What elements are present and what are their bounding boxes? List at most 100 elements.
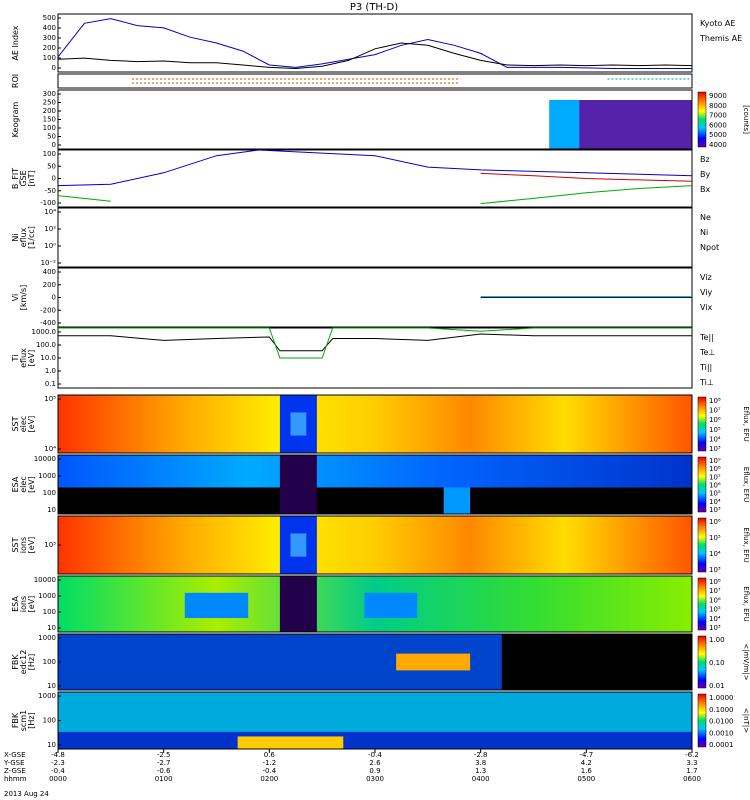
legend-ti: Te||	[699, 333, 714, 342]
xtick-label: -2.8	[474, 751, 488, 759]
spectrogram-dark-fbke	[501, 634, 692, 690]
legend-bfit: Bz	[700, 155, 710, 164]
ytick-esai: 1000	[38, 592, 56, 600]
ytick-esai: 10000	[34, 576, 56, 584]
ytick-esai: 100	[43, 608, 56, 616]
colorbar-tick-fbke: 1.00	[709, 636, 725, 644]
xtick-label: 0.6	[264, 751, 276, 759]
colorbar-sste	[697, 396, 707, 452]
xtick-label: 0.9	[369, 767, 380, 775]
ytick-ni: 10²	[44, 225, 56, 233]
ylabel-bfit: [nT]	[27, 170, 36, 186]
ytick-ti: 0.1	[45, 380, 56, 388]
colorbar-label-esai: Eflux, EFU	[742, 586, 750, 621]
colorbar-label-keo: [counts]	[742, 105, 750, 134]
colorbar-tick-keo: 9000	[709, 92, 727, 100]
series-bfit-Bx	[57, 149, 693, 187]
ylabel-fbkb: FBK	[11, 712, 20, 728]
colorbar-tick-fbke: 0.10	[709, 659, 725, 667]
xaxis-row-label: Y-GSE	[3, 759, 25, 767]
ytick-bfit: -100	[40, 199, 56, 207]
panel-frame-ae	[57, 13, 693, 73]
xtick-label: 0300	[366, 775, 384, 783]
colorbar-label-esae: Eflux, EFU	[742, 467, 750, 502]
panel-sste: SST elec [eV]10⁵10⁴10⁸10⁷10⁶10⁵10⁴10³Eflux…	[11, 394, 750, 454]
ytick-sste: 10⁴	[44, 445, 56, 453]
colorbar-tick-sste: 10⁸	[709, 397, 721, 405]
series-ae-KyotoAE	[57, 18, 692, 69]
panel-frame-ti	[57, 327, 693, 389]
ylabel-ssti: [eV]	[27, 537, 36, 554]
spectrogram-low-esae	[58, 487, 692, 514]
xtick-label: -1.2	[262, 759, 276, 767]
ylabel-fbkb: [Hz]	[27, 712, 36, 728]
ytick-keo: 150	[43, 116, 56, 124]
colorbar-label-sste: Eflux, EFU	[742, 406, 750, 441]
panel-frame-roi	[57, 73, 693, 89]
ytick-fbkb: 1000	[38, 692, 56, 700]
spectrogram-ssti	[58, 516, 692, 574]
ytick-vi: -200	[40, 306, 56, 314]
spectrogram-gap-esai	[279, 576, 317, 632]
panel-frame-esae	[57, 454, 693, 515]
colorbar-tick-esae: 10⁴	[709, 498, 721, 506]
spectrogram-low-fbkb	[58, 731, 692, 749]
legend-ae: Kyoto AE	[700, 19, 735, 28]
ylabel-esae: elec	[19, 476, 28, 492]
xtick-label: 0000	[49, 775, 67, 783]
colorbar-tick-esai: 10⁵	[709, 606, 721, 614]
ytick-vi: 400	[43, 268, 56, 276]
plot-title: P3 (TH-D)	[350, 2, 398, 13]
xtick-label: -0.4	[368, 751, 382, 759]
legend-vi: Viz	[700, 273, 712, 282]
series-ti-Te	[58, 333, 692, 352]
colorbar-label-fbkb: <|nT|>	[742, 708, 750, 733]
ylabel-bfit: GSE	[19, 170, 28, 186]
legend-ti: Te⊥	[699, 348, 715, 357]
xtick-label: -0.4	[262, 767, 276, 775]
colorbar-tick-fbke: 0.01	[709, 682, 725, 690]
colorbar-label-ssti: Eflux, EFU	[742, 527, 750, 562]
spectrogram-patch-esae	[443, 487, 471, 514]
colorbar-tick-esae: 10⁶	[709, 482, 721, 490]
ytick-ti: 1000.0	[32, 328, 57, 336]
ylabel-sste: [eV]	[27, 416, 36, 433]
ytick-ti: 10.0	[40, 354, 56, 362]
ytick-fbke: 10	[47, 682, 56, 690]
panel-ae: AE Index 500 400 300 200 100 0 Kyoto AE Themis A…	[11, 13, 742, 73]
ytick-vi: -400	[40, 319, 56, 327]
ytick-vi: 200	[43, 281, 56, 289]
ytick-vi: 0	[52, 294, 56, 302]
keogram-edge	[549, 100, 580, 149]
spectrogram-esae	[58, 455, 692, 488]
legend-ti: Ti⊥	[699, 378, 714, 387]
ytick-esae: 10000	[34, 455, 56, 463]
colorbar-tick-esai: 10³	[709, 624, 721, 632]
xtick-label: 2.6	[369, 759, 381, 767]
series-bfit-Bz	[480, 172, 693, 182]
spectrogram-patch-ssti	[290, 533, 307, 557]
colorbar-tick-esae: 10⁷	[709, 473, 721, 481]
colorbar-fbke	[697, 635, 707, 689]
ylabel-esai: [eV]	[27, 596, 36, 613]
colorbar-tick-sste: 10⁶	[709, 416, 721, 424]
spectrogram-blob2	[364, 592, 418, 618]
ytick-ssti: 10⁵	[44, 541, 56, 549]
colorbar-ssti	[697, 517, 707, 573]
ytick-ae: 400	[43, 24, 56, 32]
colorbar-tick-ssti: 10³	[709, 566, 721, 574]
ytick-bfit: 50	[47, 162, 56, 170]
legend-ni: Ne	[700, 213, 711, 222]
xtick-label: 3.8	[475, 759, 486, 767]
colorbar-tick-keo: 7000	[709, 112, 727, 120]
series-ae-ThemisAE	[57, 42, 693, 70]
ylabel-ae: AE Index	[11, 25, 20, 60]
xtick-label: 0400	[472, 775, 490, 783]
xtick-label: 3.3	[686, 759, 697, 767]
ylabel-vi: [km/s]	[19, 285, 28, 311]
ylabel-ni: [1/cc]	[27, 226, 36, 249]
ylabel-fbke: [Hz]	[27, 654, 36, 670]
xtick-label: -0.6	[157, 767, 171, 775]
